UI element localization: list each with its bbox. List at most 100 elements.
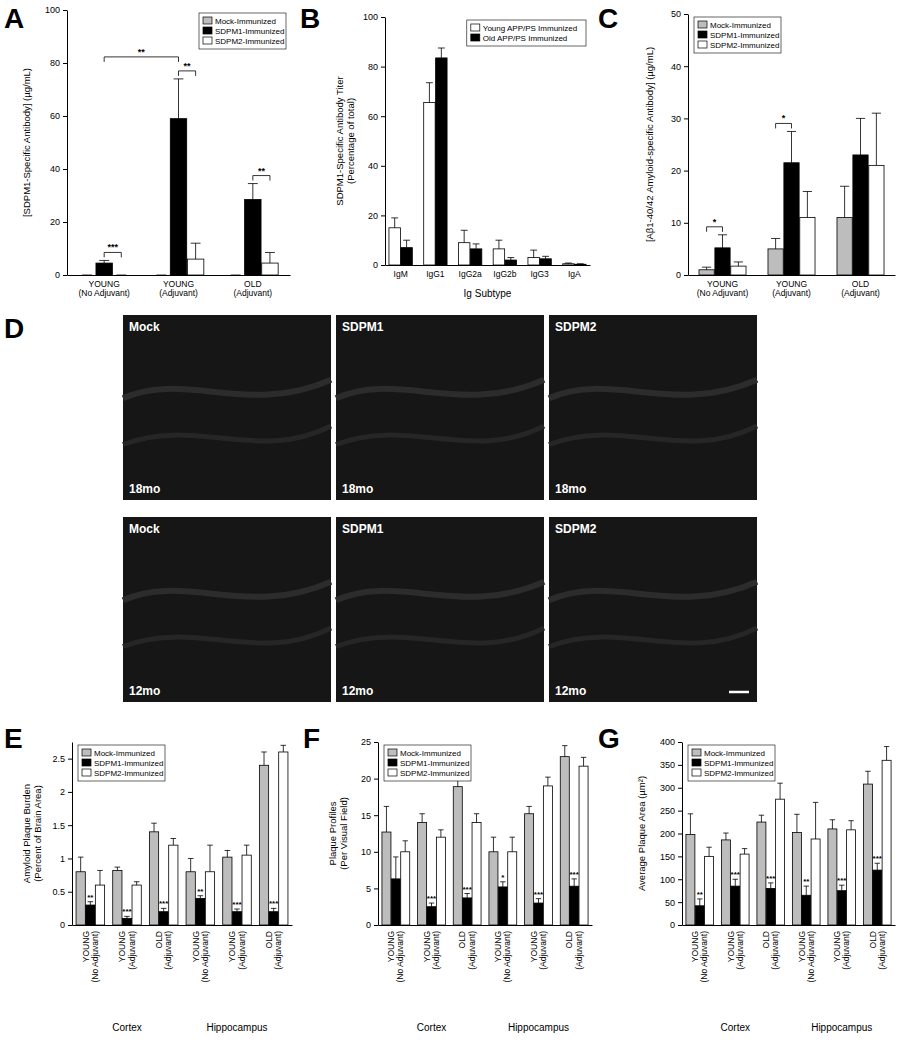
y-tick-mark: [684, 275, 688, 276]
y-tick-label: 40: [50, 164, 60, 174]
y-tick: 15: [361, 811, 378, 821]
x-tick: IgG3: [530, 269, 549, 279]
bar: [418, 823, 427, 925]
text-line: (No Adjuvant): [90, 931, 100, 983]
error-bar: [702, 267, 711, 270]
y-tick-label: 0: [676, 270, 681, 280]
y-tick-mark: [684, 171, 688, 172]
y-tick-mark: [381, 215, 385, 216]
x-tick-label: YOUNG(No Adjuvant): [797, 931, 816, 983]
bar: [493, 249, 504, 265]
error-bar: [271, 908, 277, 911]
text-line: (No Adjuvant): [502, 931, 512, 983]
x-axis-line: [73, 925, 293, 926]
error-bar: [393, 857, 398, 879]
y-tick: 150: [660, 852, 682, 862]
bar: [436, 837, 445, 925]
bar: [427, 907, 436, 925]
y-axis-title: Amyloid Plaque Burden(Percent of Brain A…: [21, 784, 42, 883]
y-tick: 1.5: [52, 821, 72, 831]
micrograph-label: SDPM2: [555, 522, 597, 536]
x-tick: OLD(Adjuvant): [868, 931, 887, 970]
bracket-label: ***: [107, 242, 118, 252]
x-tick: YOUNG(Adjuvant): [726, 931, 745, 970]
error-bar: [571, 879, 576, 886]
bar: [560, 757, 569, 925]
x-tick: IgA: [568, 269, 581, 279]
micrograph-age: 12mo: [129, 684, 160, 698]
error-bar: [875, 863, 880, 870]
x-tick-label: YOUNG(Adjuvant): [227, 931, 246, 970]
significance: ***: [766, 874, 776, 883]
bar: [731, 266, 746, 275]
tissue-layer: [336, 426, 544, 445]
legend: Mock-ImmunizedSDPM1-ImmunizedSDPM2-Immun…: [199, 13, 286, 49]
x-tick: YOUNG(No Adjuvant): [690, 931, 709, 983]
y-tick: 20: [50, 217, 67, 227]
significance: **: [803, 877, 810, 886]
y-tick: 250: [660, 806, 682, 816]
y-tick: 2: [60, 787, 72, 797]
y-axis: 020406080100: [363, 12, 386, 270]
group-label: Cortex: [721, 1022, 750, 1033]
bar: [169, 845, 178, 925]
y-tick: 100: [660, 875, 682, 885]
micrograph-background: [549, 517, 757, 702]
tissue-layer: [123, 380, 331, 399]
y-tick: 40: [50, 164, 67, 174]
y-tick: 300: [660, 783, 682, 793]
panel-letter: G: [598, 723, 620, 754]
y-axis-line: [385, 18, 386, 266]
x-tick-label: YOUNG(Adjuvant): [772, 279, 811, 298]
text-line: (Percent of Brain Area): [32, 785, 43, 882]
text-line: Amyloid Plaque Burden: [21, 784, 32, 883]
error-bar: [261, 752, 267, 765]
error-bar: [403, 240, 410, 247]
bar: [232, 912, 241, 925]
error-bar: [88, 902, 94, 905]
annotations: *********: [104, 47, 270, 258]
text-line: (Per Visual Field): [338, 797, 349, 870]
bar: [187, 259, 203, 275]
error-bar: [461, 230, 468, 242]
y-tick-label: 100: [45, 5, 60, 15]
error-bar: [281, 745, 287, 752]
error-bar: [768, 883, 773, 888]
x-tick-label: YOUNG(Adjuvant): [832, 931, 851, 970]
text-line: (Adjuvant): [237, 931, 247, 970]
bar: [699, 270, 714, 275]
y-tick: 60: [368, 112, 385, 122]
bar: [784, 163, 799, 275]
x-tick: IgM: [394, 269, 408, 279]
significance: ***: [122, 907, 132, 916]
y-tick-mark: [678, 811, 682, 812]
x-tick-label: IgM: [394, 269, 408, 279]
legend-swatch: [82, 759, 91, 766]
bar: [731, 886, 740, 925]
x-axis-line: [68, 275, 291, 276]
error-bar: [234, 909, 240, 912]
error-bar: [134, 882, 140, 885]
text-line: (Adjuvant): [574, 931, 584, 970]
legend-label: SDPM1-Immunized: [704, 759, 773, 768]
bar: [95, 885, 104, 925]
legend-label: SDPM1-Immunized: [94, 759, 163, 768]
tissue-layer: [123, 628, 331, 647]
error-bar: [581, 757, 586, 766]
x-axis-line: [689, 275, 896, 276]
legend-label: SDPM1-Immunized: [215, 27, 284, 36]
significance: **: [197, 887, 204, 896]
y-tick-label: 2.5: [52, 754, 65, 764]
significance: ***: [159, 899, 169, 908]
error-bar: [777, 783, 782, 799]
error-bar: [161, 908, 167, 911]
legend-frame: [467, 20, 586, 46]
y-tick-label: 0: [373, 260, 378, 270]
error-bar: [82, 275, 92, 276]
bar: [740, 854, 749, 925]
x-tick: IgG1: [426, 269, 445, 279]
x-tick-label: IgG2b: [493, 269, 516, 279]
bracket: [179, 71, 196, 76]
annotations: ****************: [697, 854, 883, 899]
bar: [269, 912, 278, 925]
